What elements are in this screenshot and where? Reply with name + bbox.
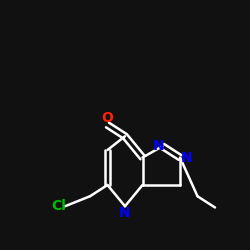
Text: N: N bbox=[119, 206, 131, 220]
Text: N: N bbox=[153, 139, 164, 153]
Text: N: N bbox=[180, 150, 192, 164]
Text: O: O bbox=[102, 111, 114, 125]
Text: Cl: Cl bbox=[51, 199, 66, 213]
